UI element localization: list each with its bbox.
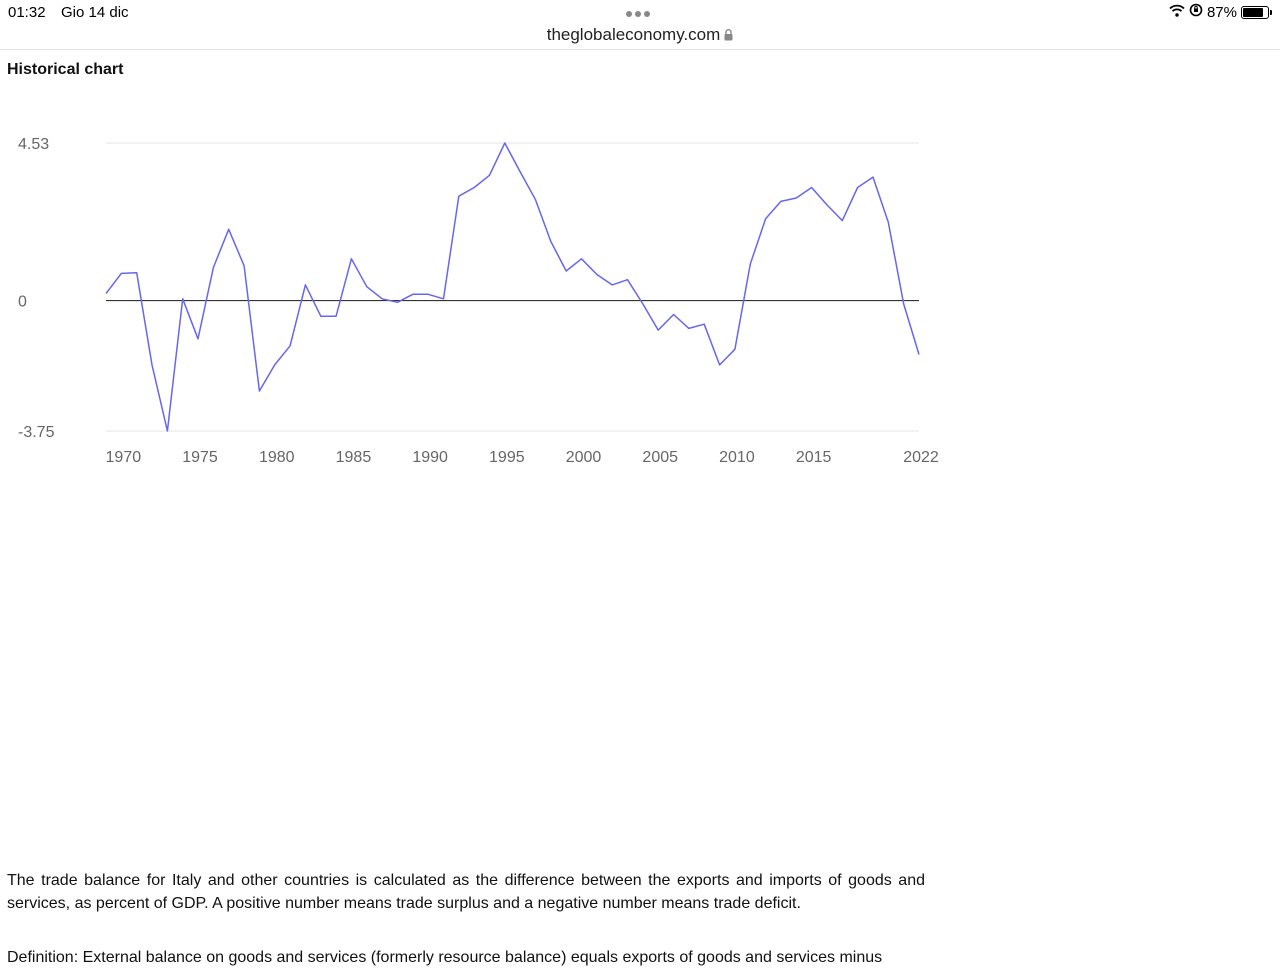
data-point [411, 292, 415, 296]
data-point [656, 328, 660, 332]
data-point [534, 198, 538, 202]
series-line [105, 142, 920, 432]
data-point [764, 217, 768, 221]
x-tick-label: 1980 [259, 449, 295, 466]
data-point [426, 292, 430, 296]
x-tick-label: 2015 [796, 449, 832, 466]
data-point [165, 429, 169, 433]
data-point [349, 257, 353, 261]
status-indicators: 87% [1169, 3, 1272, 21]
data-point [840, 219, 844, 223]
battery-level-fill [1243, 7, 1263, 17]
data-point [396, 300, 400, 304]
data-point [564, 269, 568, 273]
y-tick-label: 0 [18, 294, 27, 311]
data-point [856, 186, 860, 190]
data-point [748, 262, 752, 266]
data-point [733, 347, 737, 351]
data-point [104, 292, 108, 296]
description-paragraph: The trade balance for Italy and other co… [7, 872, 925, 912]
data-point [457, 194, 461, 198]
x-tick-label: 2000 [566, 449, 602, 466]
battery-icon [1241, 5, 1269, 19]
data-point [886, 220, 890, 224]
data-point [718, 363, 722, 367]
status-date: Gio 14 dic [61, 4, 129, 21]
data-point [442, 297, 446, 301]
data-point [626, 278, 630, 282]
y-tick-label: -3.75 [18, 424, 55, 441]
data-point [902, 302, 906, 306]
data-point [794, 196, 798, 200]
x-tick-label: 1995 [489, 449, 525, 466]
url-text[interactable]: theglobaleconomy.com [546, 25, 721, 44]
data-point [488, 173, 492, 177]
data-point [871, 175, 875, 179]
rotation-lock-icon [1189, 3, 1203, 21]
x-tick-label: 1975 [182, 449, 218, 466]
status-time: 01:32 [8, 4, 46, 21]
data-point [687, 326, 691, 330]
browser-url-bar: theglobaleconomy.com [0, 0, 1280, 50]
wifi-icon [1169, 4, 1185, 21]
y-tick-label: 4.53 [18, 136, 49, 153]
x-tick-label: 2010 [719, 449, 755, 466]
x-tick-label: 2022 [903, 449, 939, 466]
data-point [135, 271, 139, 275]
data-point [810, 186, 814, 190]
definition-paragraph: Definition: External balance on goods an… [7, 949, 883, 966]
data-point [319, 314, 323, 318]
address-bar[interactable]: theglobaleconomy.com [0, 25, 1280, 46]
data-point [181, 297, 185, 301]
section-title: Historical chart [7, 61, 124, 78]
data-point [641, 302, 645, 306]
data-point [211, 266, 215, 270]
data-point [580, 257, 584, 261]
browser-menu-dots-icon[interactable] [626, 11, 650, 17]
data-point [257, 389, 261, 393]
data-point [288, 344, 292, 348]
x-tick-label: 2005 [642, 449, 678, 466]
data-point [503, 141, 507, 145]
x-tick-label: 1970 [106, 449, 142, 466]
data-point [779, 199, 783, 203]
data-point [917, 353, 921, 357]
data-point [825, 203, 829, 207]
historical-line-chart: 4.53 0 -3.75 1970 1975 1980 1985 1990 1995 2000 20… [18, 136, 939, 466]
x-tick-label: 1985 [336, 449, 372, 466]
data-point [365, 285, 369, 289]
data-point [227, 227, 231, 231]
data-point [518, 170, 522, 174]
data-point [150, 363, 154, 367]
battery-percent: 87% [1206, 3, 1237, 21]
data-point [334, 314, 338, 318]
data-point [595, 273, 599, 277]
data-point [380, 297, 384, 301]
data-point [702, 322, 706, 326]
battery-tip [1270, 9, 1272, 15]
data-point [303, 283, 307, 287]
data-point [672, 313, 676, 317]
status-bar: 01:32 Gio 14 dic 87% [0, 0, 1280, 24]
data-point [549, 239, 553, 243]
data-point [119, 271, 123, 275]
data-point [196, 337, 200, 341]
data-point [472, 186, 476, 190]
data-point [273, 363, 277, 367]
data-point [610, 283, 614, 287]
lock-icon [724, 26, 733, 46]
data-point [242, 264, 246, 268]
x-tick-label: 1990 [412, 449, 448, 466]
